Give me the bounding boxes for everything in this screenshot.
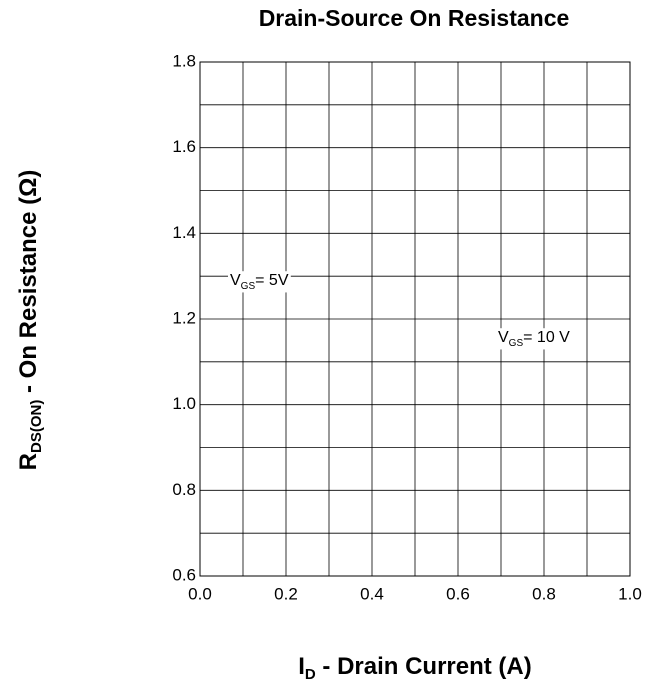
y-tick-label: 1.0: [172, 394, 196, 413]
plot-frame: [199, 61, 631, 577]
x-tick-label: 0.4: [360, 584, 384, 603]
y-axis-label-main: R: [15, 453, 42, 470]
chart-title: Drain-Source On Resistance: [259, 5, 570, 31]
annotation-bg: [228, 271, 291, 293]
y-axis-label-sub: DS(ON): [28, 400, 45, 453]
x-axis-label-sub: D: [305, 666, 316, 683]
annotation-rest: = 5V: [255, 272, 289, 289]
annotation-sub: GS: [241, 280, 256, 291]
x-tick-label: 0.6: [446, 584, 470, 603]
x-axis-label-main: I: [298, 653, 305, 680]
annotation-main: V: [498, 329, 509, 346]
y-axis-label-rest: - On Resistance (Ω): [15, 170, 42, 400]
y-tick-label: 1.4: [172, 223, 196, 242]
y-tick-label: 1.8: [172, 51, 196, 70]
y-tick-label: 0.6: [172, 565, 196, 584]
y-tick-label: 1.2: [172, 308, 196, 327]
y-axis-label: RDS(ON) - On Resistance (Ω): [15, 170, 45, 471]
y-tick-label: 1.6: [172, 137, 196, 156]
x-tick-label: 0.0: [188, 584, 212, 603]
y-tick-label: 0.8: [172, 480, 196, 499]
x-tick-label: 0.2: [274, 584, 298, 603]
annotation: VGS= 10 V: [498, 329, 570, 348]
annotation-sub: GS: [509, 337, 524, 348]
x-tick-label: 1.0: [618, 584, 642, 603]
x-axis-label: ID - Drain Current (A): [298, 653, 532, 683]
annotation-rest: = 10 V: [523, 329, 570, 346]
x-axis-label-rest: - Drain Current (A): [316, 653, 532, 680]
x-tick-label: 0.8: [532, 584, 556, 603]
annotation-main: V: [230, 272, 241, 289]
annotation: VGS= 5V: [230, 272, 289, 291]
annotation-bg: [496, 328, 573, 350]
